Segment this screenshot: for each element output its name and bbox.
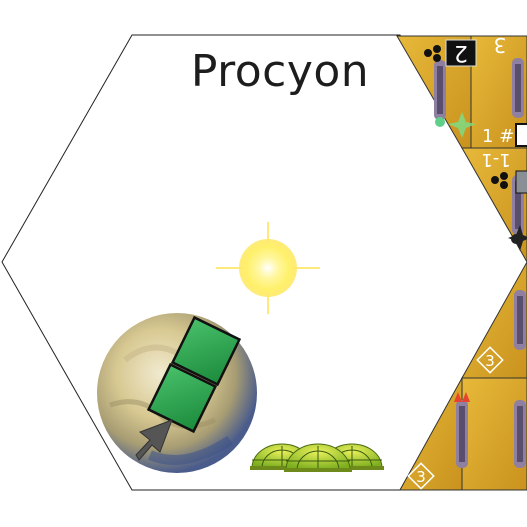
system-name: Procyon — [190, 46, 370, 97]
burst-icon-2 — [508, 225, 527, 251]
card-label-box — [515, 123, 527, 147]
dome-icon-3 — [284, 443, 352, 472]
ship-icon-5 — [454, 392, 470, 468]
burst-icon-1 — [448, 112, 476, 138]
rank-bottom: 3 — [416, 468, 426, 486]
sun-icon[interactable] — [216, 222, 320, 314]
card-label-middle: 1 #2 — [482, 126, 526, 147]
card-label-right: 1-1 — [481, 149, 510, 170]
card-label-box-2 — [515, 170, 527, 194]
rank-icon-lower — [476, 346, 504, 374]
tile-column — [396, 35, 527, 491]
fleet-marker-icon-1 — [424, 45, 441, 62]
ship-icon-1 — [434, 60, 446, 127]
rank-lower: 3 — [485, 352, 495, 370]
badge-number: 2 — [454, 40, 468, 65]
ship-icon-2 — [512, 58, 524, 118]
ship-icon-6 — [514, 400, 526, 468]
badge-box — [445, 39, 477, 67]
fleet-marker-icon-2 — [491, 172, 508, 189]
rank-icon-bottom — [407, 462, 435, 490]
card-number-top: 3 — [494, 33, 507, 57]
planet-card-1[interactable] — [170, 315, 242, 387]
ship-tile-middle[interactable] — [461, 147, 527, 264]
ship-icon-4 — [514, 290, 526, 350]
direction-arrow-icon — [135, 419, 173, 461]
